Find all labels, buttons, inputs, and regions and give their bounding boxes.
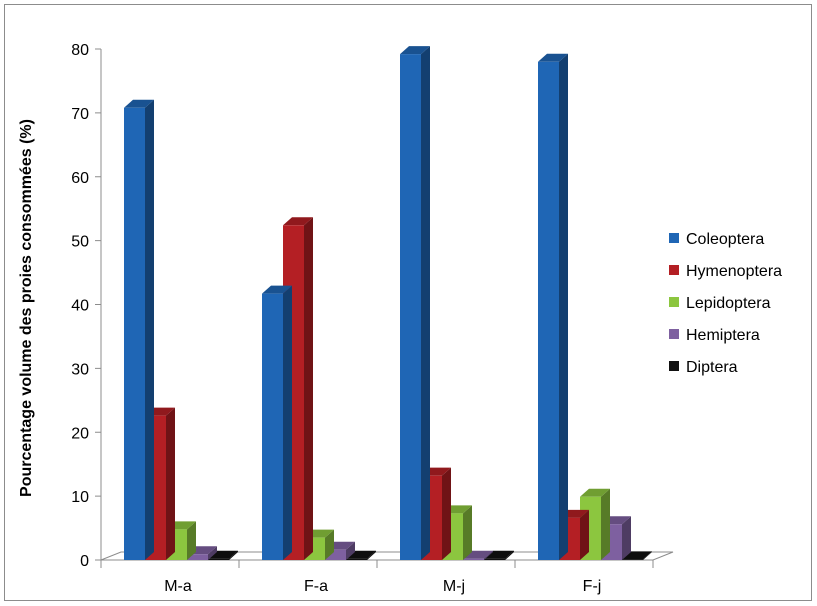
bar-chart: 0 10 20 30 40 50 60 70 80 M-a F-a M-j F-j Pourcenta… <box>18 42 782 595</box>
legend-label: Lepidoptera <box>686 295 771 312</box>
bar-side <box>601 488 610 560</box>
legend-swatch <box>669 265 679 275</box>
legend-item: Lepidoptera <box>669 295 771 312</box>
bar-side <box>325 529 334 560</box>
bar-top <box>262 285 292 294</box>
bar-top <box>283 217 313 226</box>
bar <box>538 53 568 561</box>
bar-side <box>283 285 292 560</box>
bar-side <box>421 46 430 561</box>
bar-side <box>559 53 568 561</box>
legend-label: Hymenoptera <box>686 263 782 280</box>
bar-side <box>166 407 175 560</box>
bar-side <box>622 516 631 560</box>
y-tick-label: 0 <box>80 553 89 570</box>
bar-side <box>367 550 376 560</box>
bar-side <box>187 521 196 560</box>
y-tick-label: 30 <box>71 361 89 378</box>
legend-item: Coleoptera <box>669 231 764 248</box>
bar <box>400 46 430 561</box>
y-tick-labels: 0 10 20 30 40 50 60 70 80 <box>71 42 89 570</box>
bar-side <box>643 551 652 560</box>
bar-front <box>400 54 421 561</box>
bar-side <box>229 550 238 560</box>
y-axis-label: Pourcentage volume des proies consommées… <box>18 119 35 497</box>
bar-side <box>346 541 355 560</box>
bar-side <box>145 99 154 560</box>
bar-front <box>622 559 643 560</box>
x-tick-label: M-j <box>443 578 465 595</box>
bar-front <box>124 107 145 560</box>
axes <box>95 48 654 568</box>
bar-side <box>304 217 313 561</box>
legend-label: Diptera <box>686 359 738 376</box>
bar <box>622 551 652 560</box>
bar-front <box>325 549 346 560</box>
bar-side <box>580 509 589 560</box>
y-tick-label: 40 <box>71 298 89 315</box>
x-tick-labels: M-a F-a M-j F-j <box>164 578 601 595</box>
chart-frame: 0 10 20 30 40 50 60 70 80 M-a F-a M-j F-j Pourcenta… <box>4 4 812 601</box>
legend-label: Hemiptera <box>686 327 760 344</box>
bar-side <box>442 467 451 560</box>
bar-side <box>463 505 472 560</box>
bar <box>262 285 292 560</box>
bar-side <box>505 550 514 560</box>
bar-front <box>484 558 505 560</box>
bars <box>124 46 652 561</box>
bar-side <box>208 546 217 560</box>
bar-front <box>187 554 208 560</box>
legend-item: Hemiptera <box>669 327 760 344</box>
bar-front <box>538 61 559 561</box>
y-tick-label: 70 <box>71 106 89 123</box>
y-tick-label: 50 <box>71 234 89 251</box>
legend-item: Diptera <box>669 359 738 376</box>
x-tick-label: M-a <box>164 578 192 595</box>
legend: Coleoptera Hymenoptera Lepidoptera Hemipter… <box>669 231 782 376</box>
bar <box>124 99 154 560</box>
legend-label: Coleoptera <box>686 231 764 248</box>
legend-swatch <box>669 329 679 339</box>
y-tick-label: 60 <box>71 170 89 187</box>
y-tick-label: 80 <box>71 42 89 59</box>
bar-top <box>580 488 610 497</box>
bar-top <box>538 53 568 62</box>
bar-top <box>622 551 652 560</box>
x-tick-label: F-j <box>583 578 602 595</box>
bar-front <box>346 558 367 560</box>
bar-front <box>262 293 283 560</box>
y-tick-label: 20 <box>71 425 89 442</box>
bar-front <box>463 558 484 560</box>
x-tick-label: F-a <box>304 578 328 595</box>
legend-swatch <box>669 297 679 307</box>
bar-top <box>124 99 154 108</box>
bar-front <box>208 558 229 560</box>
bar-top <box>400 46 430 55</box>
legend-swatch <box>669 361 679 371</box>
y-tick-label: 10 <box>71 489 89 506</box>
bar-side <box>484 550 493 560</box>
legend-item: Hymenoptera <box>669 263 782 280</box>
legend-swatch <box>669 233 679 243</box>
